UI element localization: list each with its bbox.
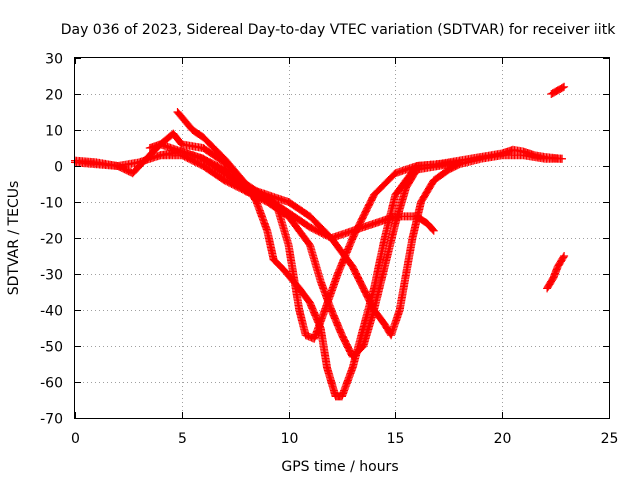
y-tick-label: -30	[40, 268, 63, 284]
y-tick-label: -60	[40, 376, 63, 392]
x-tick-label: 5	[178, 431, 187, 447]
y-tick-label: -40	[40, 304, 63, 320]
x-tick-label: 20	[494, 431, 512, 447]
axis-labels: 0 5 10 15 20 25 -70 -60 -50 -40 -30 -20 -10 0 10 20 30	[40, 52, 618, 448]
series-track-3	[173, 108, 464, 401]
data-marker-trail	[434, 145, 566, 169]
series-track-8	[543, 252, 569, 293]
y-tick-label: -10	[40, 196, 63, 212]
grid-lines	[75, 58, 609, 418]
y-tick-label: 20	[45, 88, 63, 104]
y-axis-label: SDTVAR / TECUs	[6, 181, 22, 296]
x-tick-label: 15	[387, 431, 405, 447]
chart-title: Day 036 of 2023, Sidereal Day-to-day VTE…	[61, 22, 616, 38]
y-tick-label: 10	[45, 124, 63, 140]
plot-frame	[74, 57, 610, 419]
series-track-6	[434, 145, 566, 169]
x-tick-label: 0	[71, 431, 80, 447]
x-tick-label: 25	[601, 431, 619, 447]
data-marker-trail	[543, 252, 569, 293]
x-axis-label: GPS time / hours	[281, 459, 398, 475]
data-marker-trail	[547, 82, 569, 98]
y-tick-label: -20	[40, 232, 63, 248]
y-tick-label: -50	[40, 340, 63, 356]
axis-ticks	[75, 58, 610, 419]
y-tick-label: 30	[45, 52, 63, 68]
x-tick-label: 10	[281, 431, 299, 447]
data-marker-trail	[173, 108, 464, 401]
series-track-7	[547, 82, 569, 98]
y-tick-label: -70	[40, 412, 63, 428]
y-tick-label: 0	[54, 160, 63, 176]
